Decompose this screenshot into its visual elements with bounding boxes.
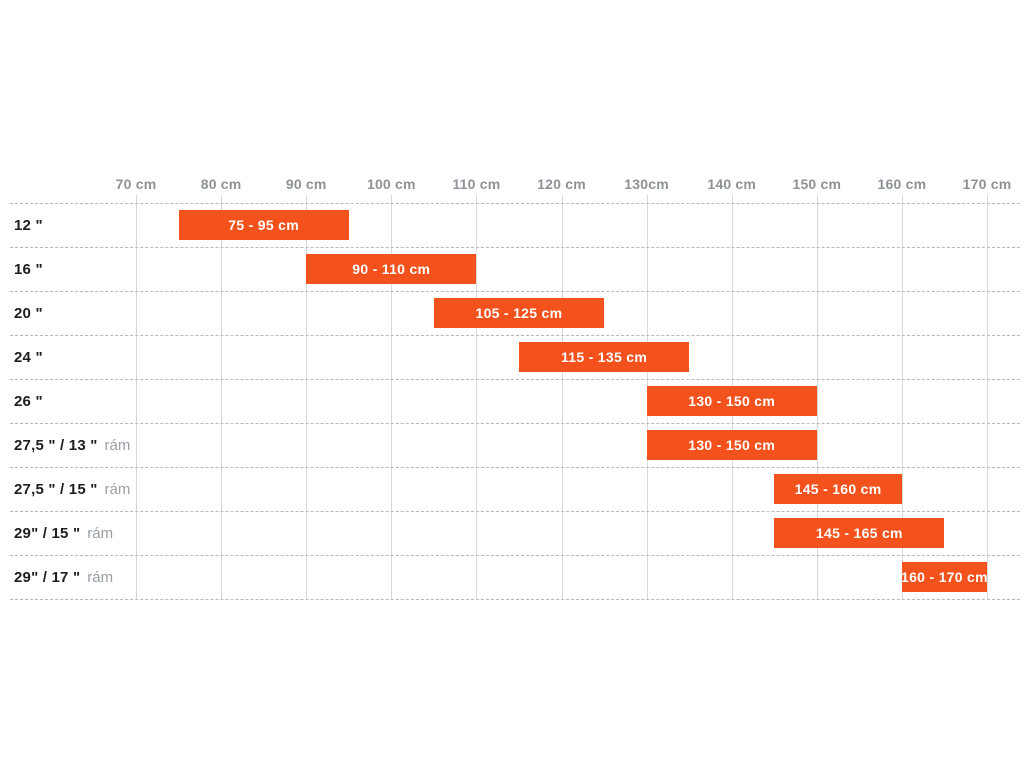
row-label-wheel-size: 27,5 " / 13 " rám [14,423,130,467]
horizontal-dashed-line [10,291,1020,292]
row-label-wheel-size: 29" / 15 " rám [14,511,113,555]
x-axis-tick-label: 160 cm [877,176,927,192]
vertical-gridline [902,195,903,600]
vertical-gridline [306,195,307,600]
height-range-bar: 130 - 150 cm [646,386,817,416]
height-range-bar: 105 - 125 cm [433,298,605,328]
height-range-bar-label: 75 - 95 cm [228,217,299,233]
height-range-bar: 145 - 160 cm [774,474,902,504]
horizontal-dashed-line [10,555,1020,556]
wheel-size-text: 29" / 15 " [14,524,81,542]
height-range-bar-label: 105 - 125 cm [475,305,563,321]
row-label-wheel-size: 29" / 17 " rám [14,555,113,599]
height-range-bar: 115 - 135 cm [518,342,690,372]
wheel-size-text: 29" / 17 " [14,568,81,586]
height-range-bar-label: 90 - 110 cm [352,261,431,277]
horizontal-dashed-line [10,467,1020,468]
height-range-bar: 130 - 150 cm [646,430,817,460]
vertical-gridline [562,195,563,600]
horizontal-dashed-line [10,423,1020,424]
horizontal-dashed-line [10,335,1020,336]
vertical-gridline [987,195,988,600]
frame-suffix-text: rám [87,568,114,586]
height-range-bar: 160 - 170 cm [901,562,988,592]
row-label-wheel-size: 20 " [14,291,43,335]
height-range-bar: 75 - 95 cm [178,210,349,240]
vertical-gridline [136,195,137,600]
frame-suffix-text: rám [87,524,114,542]
height-range-bar-label: 130 - 150 cm [688,437,776,453]
horizontal-dashed-line [10,203,1020,204]
row-label-wheel-size: 27,5 " / 15 " rám [14,467,130,511]
wheel-size-text: 24 " [14,348,43,366]
horizontal-dashed-line [10,247,1020,248]
wheel-size-text: 27,5 " / 15 " [14,480,98,498]
row-label-wheel-size: 26 " [14,379,43,423]
horizontal-dashed-line [10,511,1020,512]
wheel-size-text: 20 " [14,304,43,322]
x-axis-tick-label: 130cm [624,176,669,192]
x-axis-tick-label: 100 cm [366,176,416,192]
horizontal-dashed-line [10,599,1020,600]
row-label-wheel-size: 24 " [14,335,43,379]
frame-suffix-text: rám [104,436,131,454]
vertical-gridline [221,195,222,600]
vertical-gridline [476,195,477,600]
x-axis-tick-label: 150 cm [792,176,842,192]
row-label-wheel-size: 12 " [14,203,43,247]
x-axis-tick-label: 80 cm [200,176,242,192]
wheel-size-text: 27,5 " / 13 " [14,436,98,454]
wheel-size-text: 26 " [14,392,43,410]
x-axis-tick-label: 170 cm [962,176,1012,192]
height-range-bar-label: 145 - 160 cm [794,481,882,497]
height-range-bar-label: 115 - 135 cm [560,349,648,365]
x-axis-tick-label: 120 cm [537,176,586,192]
x-axis-tick-label: 70 cm [115,176,157,192]
height-range-bar-label: 160 - 170 cm [901,569,988,585]
vertical-gridline [391,195,392,600]
height-range-bar-label: 145 - 165 cm [815,525,903,541]
x-axis-tick-label: 110 cm [452,176,501,192]
wheel-size-text: 12 " [14,216,43,234]
height-range-bar: 145 - 165 cm [774,518,945,548]
frame-suffix-text: rám [104,480,131,498]
height-range-bar: 90 - 110 cm [306,254,477,284]
wheel-size-text: 16 " [14,260,43,278]
x-axis-tick-label: 140 cm [707,176,757,192]
horizontal-dashed-line [10,379,1020,380]
height-range-bar-label: 130 - 150 cm [688,393,776,409]
vertical-gridline [817,195,818,600]
x-axis-tick-label: 90 cm [285,176,327,192]
row-label-wheel-size: 16 " [14,247,43,291]
